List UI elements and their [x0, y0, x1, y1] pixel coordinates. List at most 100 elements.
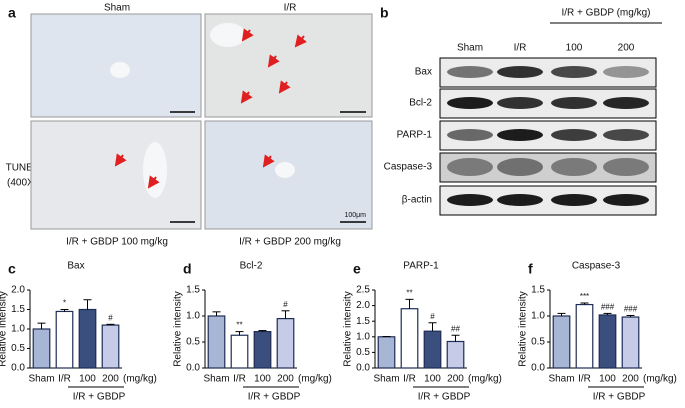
image-label: I/R + GBDP 200 mg/kg	[239, 237, 341, 248]
y-axis-label: Relative intensity	[0, 291, 9, 367]
bar	[598, 314, 617, 369]
x-tick-label: I/R	[58, 374, 71, 385]
y-tick-label: 0.5	[356, 347, 370, 358]
y-tick-label: 2.0	[11, 285, 25, 296]
bar	[400, 308, 419, 369]
arrow	[294, 34, 307, 48]
arrow	[262, 154, 275, 168]
arrow	[278, 80, 291, 94]
bar	[621, 316, 640, 369]
x-tick-label: 200	[447, 374, 464, 385]
arrow	[240, 90, 253, 104]
blot-band	[447, 194, 493, 206]
vessel	[143, 142, 167, 198]
y-tick-label: 2.0	[356, 300, 370, 311]
y-tick-label: 1.5	[11, 304, 25, 315]
x-tick-label: 100	[599, 374, 616, 385]
bar	[32, 328, 51, 369]
bar	[423, 330, 442, 369]
significance: *	[63, 299, 66, 308]
blot-band	[447, 158, 493, 176]
x-tick-label: I/R	[578, 374, 591, 385]
group-label: I/R + GBDP (mg/kg)	[561, 8, 650, 19]
y-tick-label: 1.0	[11, 324, 25, 335]
x-tick-label: 200	[277, 374, 294, 385]
y-axis-label: Relative intensity	[343, 291, 354, 367]
blot-band	[497, 66, 543, 78]
blot-band	[447, 97, 493, 109]
significance: ##	[451, 324, 460, 333]
y-tick-label: 0.0	[531, 363, 545, 374]
lane-label: Sham	[457, 43, 483, 54]
chart-title: Caspase-3	[572, 261, 621, 272]
significance: #	[430, 312, 435, 321]
bar	[552, 315, 571, 369]
blot-band	[447, 129, 493, 141]
bar	[575, 303, 594, 369]
blot-band	[603, 194, 649, 206]
y-tick-label: 0.0	[356, 363, 370, 374]
x-unit: (mg/kg)	[123, 374, 157, 385]
column-label: I/R	[284, 3, 297, 14]
group-label: I/R + GBDP	[593, 392, 646, 403]
blot-label: Caspase-3	[384, 162, 433, 173]
micrograph	[30, 120, 202, 230]
blot-band	[497, 194, 543, 206]
micrographs	[30, 13, 373, 230]
y-tick-label: 1.0	[531, 311, 545, 322]
blot-band	[603, 97, 649, 109]
panel-letter: b	[380, 5, 389, 21]
y-tick-label: 0.5	[186, 337, 200, 348]
column-label: Sham	[104, 3, 130, 14]
y-axis-label: Relative intensity	[518, 291, 529, 367]
arrow	[267, 54, 280, 68]
blot-band	[551, 66, 597, 78]
chart-title: PARP-1	[403, 261, 439, 272]
significance: #	[108, 313, 113, 322]
blot-label: β-actin	[402, 195, 432, 206]
lane-label: I/R	[514, 43, 527, 54]
x-tick-label: 200	[622, 374, 639, 385]
lane-label: 200	[618, 43, 635, 54]
x-unit: (mg/kg)	[468, 374, 502, 385]
arrow	[241, 28, 254, 42]
row-label: (400X)	[7, 178, 37, 189]
bar	[377, 336, 396, 369]
bar	[276, 318, 295, 369]
group-label: I/R + GBDP	[418, 392, 471, 403]
y-tick-label: 1.5	[531, 285, 545, 296]
lane-label: 100	[566, 43, 583, 54]
y-tick-label: 0.5	[11, 343, 25, 354]
vessel	[110, 62, 130, 78]
y-tick-label: 1.0	[186, 311, 200, 322]
x-tick-label: 100	[424, 374, 441, 385]
significance: ###	[601, 303, 615, 312]
x-unit: (mg/kg)	[298, 374, 332, 385]
significance: **	[236, 321, 242, 330]
y-tick-label: 1.0	[356, 331, 370, 342]
arrow	[114, 153, 127, 167]
y-tick-label: 0.5	[531, 337, 545, 348]
bar	[230, 334, 249, 369]
blot-band	[603, 158, 649, 176]
blot-band	[497, 97, 543, 109]
scale-label: 100μm	[344, 212, 366, 219]
blot-band	[551, 129, 597, 141]
x-tick-label: Sham	[548, 374, 574, 385]
x-tick-label: I/R	[403, 374, 416, 385]
blot-band	[551, 97, 597, 109]
group-label: I/R + GBDP	[248, 392, 301, 403]
x-tick-label: 200	[102, 374, 119, 385]
arrow	[147, 175, 160, 189]
x-tick-label: Sham	[28, 374, 54, 385]
x-tick-label: 100	[79, 374, 96, 385]
bar	[446, 340, 465, 369]
blot-box	[439, 152, 657, 183]
significance: ***	[580, 292, 589, 301]
blot-band	[497, 158, 543, 176]
blot-label: Bcl-2	[409, 98, 432, 109]
panel-letter: f	[528, 261, 533, 277]
blot-band	[497, 129, 543, 141]
bar	[78, 308, 97, 369]
